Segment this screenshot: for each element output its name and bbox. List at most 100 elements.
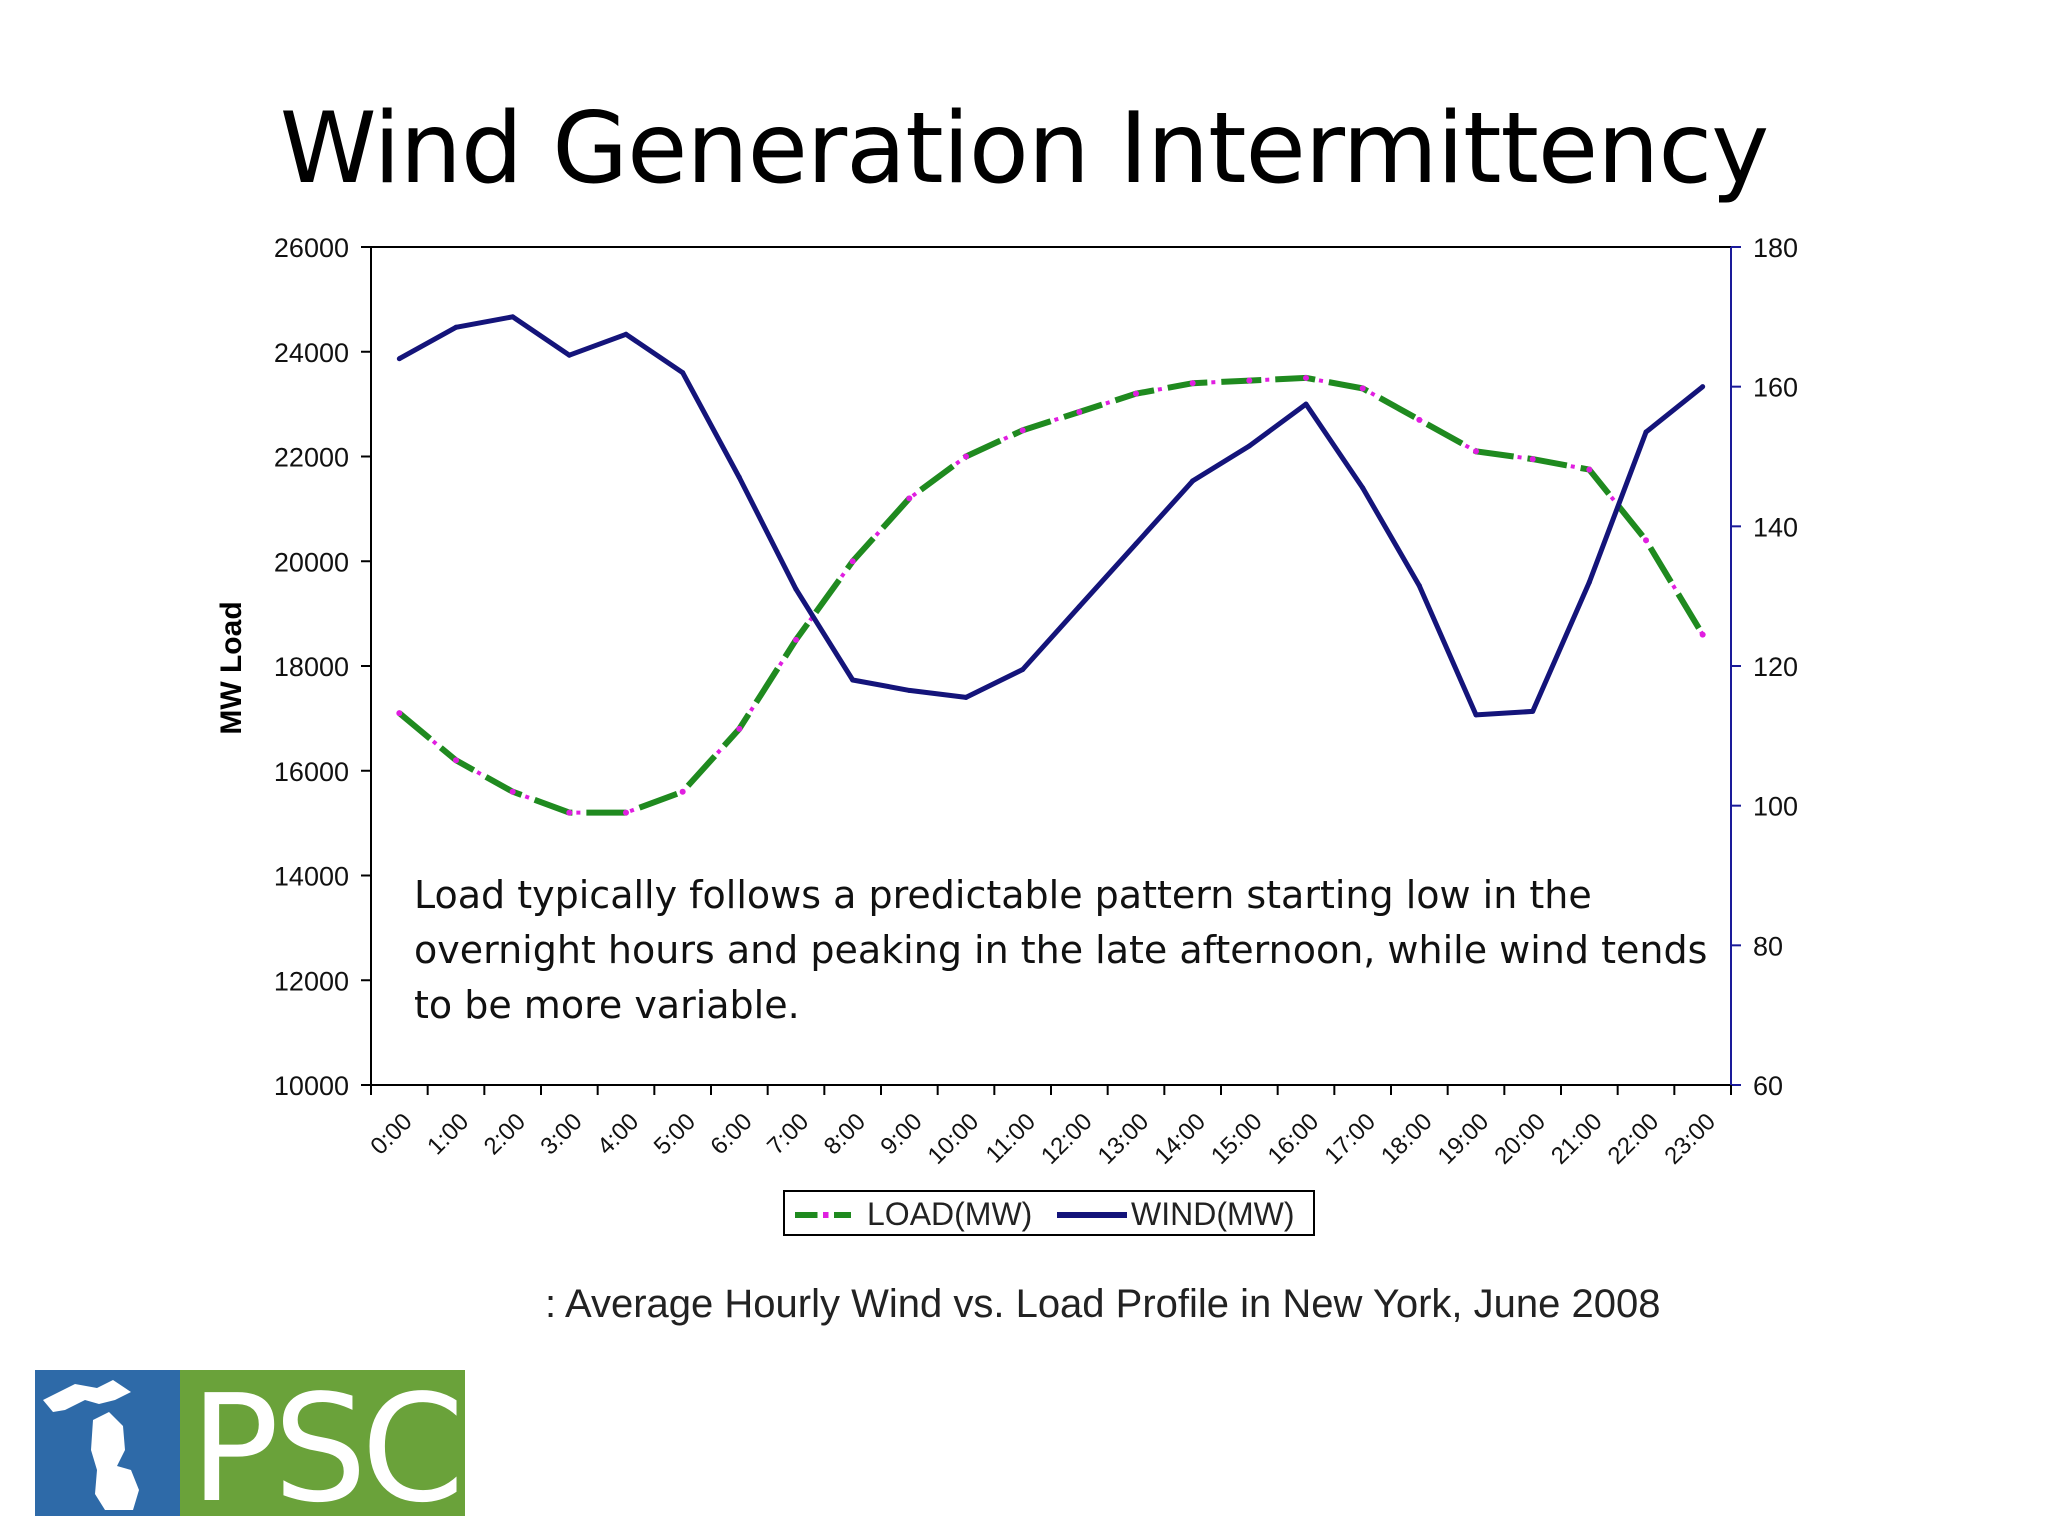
x-tick-label: 3:00 (535, 1108, 587, 1160)
wind-point (1473, 712, 1479, 718)
series-load-mw (396, 374, 1706, 816)
left-tick-label: 16000 (274, 757, 349, 787)
wind-point (963, 694, 969, 700)
wind-point (1190, 478, 1196, 484)
x-tick-label: 14:00 (1149, 1108, 1211, 1170)
x-axis: 0:00 1:00 2:00 3:00 4:00 5:00 6:00 7:00 8:00 9:00… (365, 1085, 1732, 1170)
right-tick-label: 140 (1753, 512, 1798, 542)
series-layer (396, 314, 1706, 816)
load-point (849, 558, 856, 565)
wind-point (793, 586, 799, 592)
wind-point (906, 687, 912, 693)
load-point (1699, 631, 1706, 638)
x-tick-label: 9:00 (875, 1108, 927, 1160)
load-point (1643, 537, 1649, 544)
wind-point (1586, 579, 1592, 585)
x-tick-label: 12:00 (1036, 1108, 1098, 1170)
load-point (1076, 408, 1083, 415)
left-tick-label: 26000 (274, 233, 349, 263)
left-tick-label: 10000 (274, 1071, 349, 1101)
right-tick-label: 160 (1753, 373, 1798, 403)
left-tick-label: 12000 (274, 966, 349, 996)
wind-point (453, 324, 459, 330)
right-tick-label: 100 (1753, 792, 1798, 822)
wind-line (398, 314, 1705, 718)
wind-point (736, 474, 742, 480)
right-y-axis: 60 80 100 120 140 160 180 (1730, 233, 1798, 1101)
wind-point (1700, 384, 1706, 390)
wind-point (1133, 541, 1139, 547)
legend-label-load: LOAD(MW) (867, 1196, 1033, 1232)
load-point (509, 788, 516, 795)
wind-point (1076, 604, 1082, 610)
load-line-accent (398, 375, 1705, 815)
load-point (1019, 427, 1026, 434)
load-point (963, 453, 969, 460)
load-point (736, 725, 743, 732)
load-point (1133, 390, 1139, 397)
load-point (453, 757, 459, 764)
load-point (1303, 374, 1309, 381)
load-point (1473, 448, 1479, 455)
load-point (793, 636, 799, 643)
wind-point (510, 314, 516, 320)
load-point (623, 809, 629, 816)
legend-label-wind: WIND(MW) (1131, 1196, 1295, 1232)
legend-swatch-load (795, 1212, 851, 1218)
left-tick-label: 24000 (274, 338, 349, 368)
x-tick-label: 2:00 (479, 1108, 531, 1160)
wind-point (1416, 583, 1422, 589)
right-tick-label: 120 (1753, 652, 1798, 682)
left-tick-label: 20000 (274, 547, 349, 577)
left-y-axis: 10000 12000 14000 16000 18000 20000 22000 24000… (274, 233, 372, 1101)
logo-wordmark: PSC (190, 1370, 459, 1516)
left-tick-label: 14000 (274, 862, 349, 892)
load-point (1586, 466, 1593, 473)
load-point (566, 809, 573, 816)
load-point (1246, 377, 1253, 384)
x-tick-label: 21:00 (1546, 1108, 1608, 1170)
chart-annotation: Load typically follows a predictable pat… (414, 873, 1708, 1027)
x-tick-label: 23:00 (1659, 1108, 1721, 1170)
wind-point (566, 352, 572, 358)
x-tick-label: 13:00 (1093, 1108, 1155, 1170)
x-tick-label: 6:00 (705, 1108, 757, 1160)
load-line (397, 374, 1706, 816)
wind-point (1643, 429, 1649, 435)
wind-point (1360, 485, 1366, 491)
y-axis-label: MW Load (215, 601, 248, 734)
wind-point (1246, 443, 1252, 449)
wind-point (680, 370, 686, 376)
x-tick-label: 19:00 (1433, 1108, 1495, 1170)
x-tick-label: 0:00 (365, 1108, 417, 1160)
wind-point (1530, 708, 1536, 714)
load-point (1416, 416, 1423, 423)
x-tick-label: 16:00 (1263, 1108, 1325, 1170)
load-point (679, 788, 686, 795)
x-tick-label: 18:00 (1376, 1108, 1438, 1170)
chart-legend: LOAD(MW) WIND(MW) (783, 1190, 1315, 1236)
psc-logo: PSC (35, 1370, 465, 1516)
load-point (906, 495, 913, 502)
wind-point (396, 356, 402, 362)
figure-caption: : Average Hourly Wind vs. Load Profile i… (545, 1282, 1661, 1326)
right-tick-label: 60 (1753, 1071, 1783, 1101)
slide-title: Wind Generation Intermittency (279, 92, 1769, 206)
x-tick-label: 7:00 (762, 1108, 814, 1160)
x-tick-label: 17:00 (1319, 1108, 1381, 1170)
legend-swatch-wind (1057, 1212, 1127, 1218)
x-tick-label: 22:00 (1603, 1108, 1665, 1170)
x-tick-label: 1:00 (422, 1108, 474, 1160)
left-tick-label: 18000 (274, 652, 349, 682)
load-point (1359, 385, 1366, 392)
wind-point (850, 677, 856, 683)
series-wind-mw (396, 314, 1706, 718)
logo-green-panel (180, 1370, 465, 1516)
x-tick-label: 5:00 (649, 1108, 701, 1160)
x-tick-label: 4:00 (592, 1108, 644, 1160)
right-tick-label: 180 (1753, 233, 1798, 263)
left-tick-label: 22000 (274, 443, 349, 473)
x-tick-label: 15:00 (1206, 1108, 1268, 1170)
wind-point (1303, 401, 1309, 407)
